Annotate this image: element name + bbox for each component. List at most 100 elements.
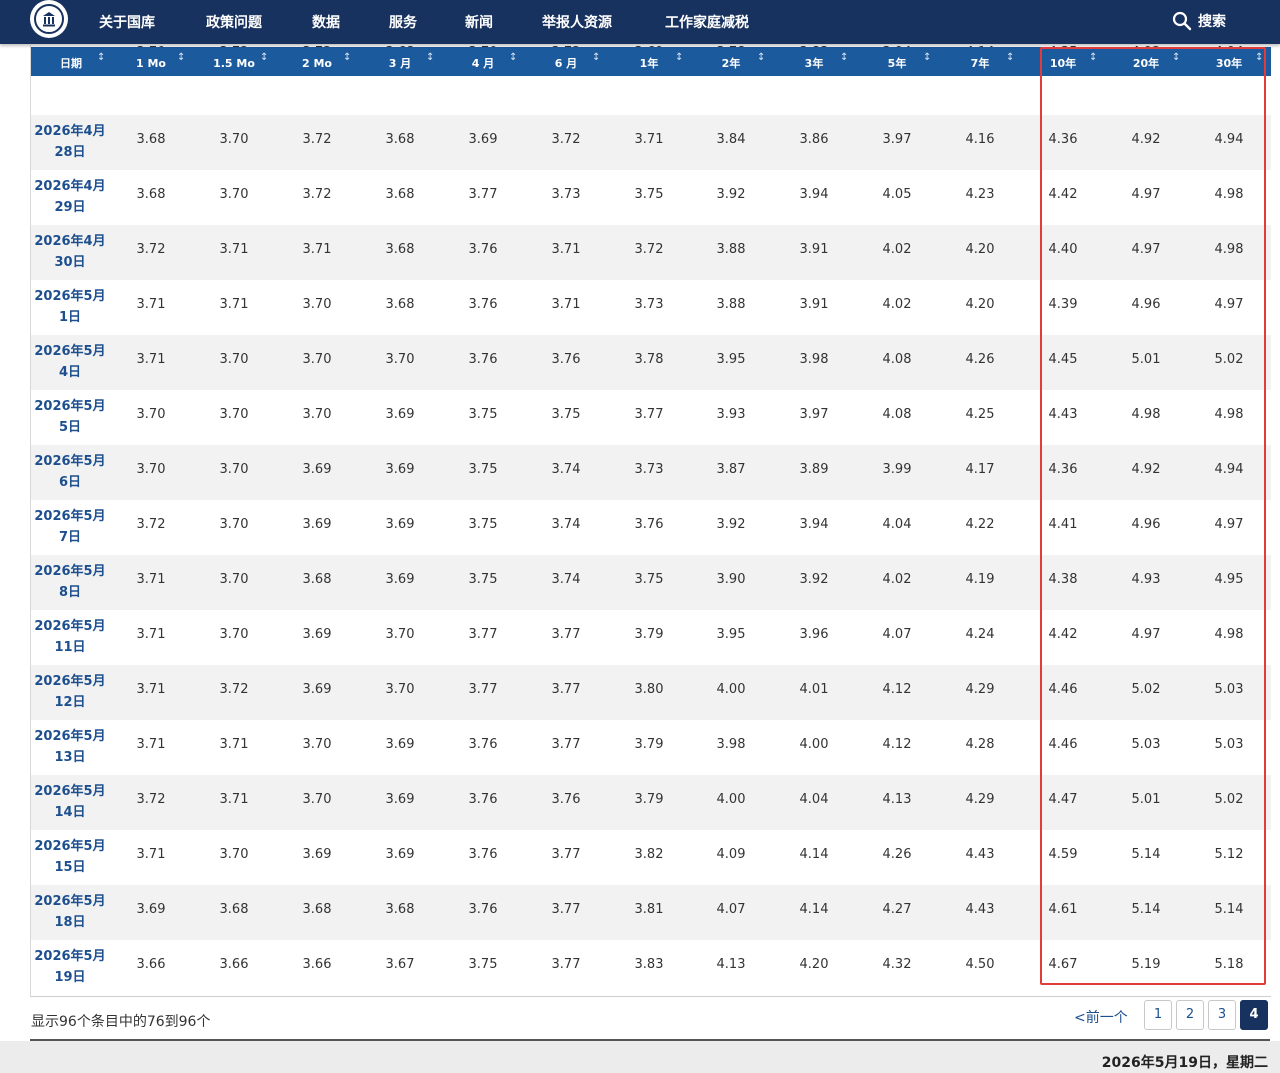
column-header-7yr[interactable]: 7年 xyxy=(970,57,990,70)
cell-30yr: 5.03 xyxy=(1214,682,1244,697)
sort-arrows-icon[interactable]: ↕ xyxy=(840,52,849,63)
entries-info: 显示96个条目中的76到96个 xyxy=(31,1014,211,1030)
cell-2yr: 3.84 xyxy=(716,132,746,147)
cell-2mo: 3.68 xyxy=(302,902,332,917)
row-date-link[interactable]: 2026年5月 4日 xyxy=(31,341,109,383)
row-date-link[interactable]: 2026年5月 1日 xyxy=(31,286,109,328)
nav-item-news[interactable]: 新闻 xyxy=(465,15,493,31)
column-header-1yr[interactable]: 1年 xyxy=(639,57,659,70)
cell-3mo: 3.70 xyxy=(385,682,415,697)
nav-item-data[interactable]: 数据 xyxy=(312,15,340,31)
sort-arrows-icon[interactable]: ↕ xyxy=(260,52,269,63)
cell-6mo: 3.74 xyxy=(551,517,581,532)
page-button-2[interactable]: 2 xyxy=(1176,1000,1204,1030)
nav-item-policy-issues[interactable]: 政策问题 xyxy=(206,15,262,31)
sort-arrows-icon[interactable]: ↕ xyxy=(1255,52,1264,63)
row-date-link[interactable]: 2026年5月 12日 xyxy=(31,671,109,713)
row-date-link[interactable]: 2026年5月 14日 xyxy=(31,781,109,823)
sort-arrows-icon[interactable]: ↕ xyxy=(1089,52,1098,63)
row-date-link[interactable]: 2026年5月 19日 xyxy=(31,946,109,988)
row-date-link[interactable]: 2026年5月 18日 xyxy=(31,891,109,933)
row-date-link[interactable]: 2026年5月 13日 xyxy=(31,726,109,768)
cell-1mo: 3.72 xyxy=(136,792,166,807)
page-button-1[interactable]: 1 xyxy=(1144,1000,1172,1030)
column-header-5yr[interactable]: 5年 xyxy=(887,57,907,70)
column-header-1mo[interactable]: 1 Mo xyxy=(136,57,166,70)
column-header-30yr[interactable]: 30年 xyxy=(1215,57,1243,70)
cell-7yr: 4.25 xyxy=(965,407,995,422)
row-date-link[interactable]: 2026年5月 15日 xyxy=(31,836,109,878)
cell-2mo: 3.70 xyxy=(302,792,332,807)
row-date-link[interactable]: 2026年5月 8日 xyxy=(31,561,109,603)
sort-arrows-icon[interactable]: ↕ xyxy=(592,52,601,63)
nav-item-services[interactable]: 服务 xyxy=(389,15,417,31)
cell-5yr: 4.26 xyxy=(882,847,912,862)
row-date-day: 28日 xyxy=(54,145,86,160)
cell-30yr: 4.98 xyxy=(1214,627,1244,642)
cell-5yr: 4.02 xyxy=(882,572,912,587)
cell-6mo: 3.75 xyxy=(551,407,581,422)
row-date-link[interactable]: 2026年4月 28日 xyxy=(31,121,109,163)
cell-5yr: 4.02 xyxy=(882,242,912,257)
column-header-2mo[interactable]: 2 Mo xyxy=(302,57,332,70)
cell-20yr: 5.14 xyxy=(1131,902,1161,917)
table-row: 2026年5月 5日 3.70 3.70 3.70 3.69 3.75 3.75 3.77 3.9… xyxy=(31,390,1271,445)
search-button[interactable]: 搜索 xyxy=(1172,10,1226,32)
row-date-link[interactable]: 2026年5月 11日 xyxy=(31,616,109,658)
sort-arrows-icon[interactable]: ↕ xyxy=(509,52,518,63)
row-date-link[interactable]: 2026年4月 30日 xyxy=(31,231,109,273)
sort-arrows-icon[interactable]: ↕ xyxy=(97,52,106,63)
cell-3mo: 3.69 xyxy=(385,517,415,532)
sort-arrows-icon[interactable]: ↕ xyxy=(1172,52,1181,63)
cell-1yr: 3.79 xyxy=(634,737,664,752)
cell-5yr: 4.32 xyxy=(882,957,912,972)
cell-3yr: 4.01 xyxy=(799,682,829,697)
cell-10yr: 4.38 xyxy=(1048,572,1078,587)
cell-2mo: 3.72 xyxy=(302,132,332,147)
row-date-month: 2026年5月 xyxy=(34,454,106,469)
nav-item-whistleblower[interactable]: 举报人资源 xyxy=(542,15,612,31)
sort-arrows-icon[interactable]: ↕ xyxy=(426,52,435,63)
cell-2mo: 3.69 xyxy=(302,627,332,642)
sort-arrows-icon[interactable]: ↕ xyxy=(923,52,932,63)
cell-10yr: 4.45 xyxy=(1048,352,1078,367)
seal-icon xyxy=(34,4,64,34)
cell-1mo: 3.69 xyxy=(136,902,166,917)
column-header-4mo[interactable]: 4 月 xyxy=(471,57,495,70)
treasury-seal-logo[interactable] xyxy=(30,0,68,38)
cell-1-5mo: 3.70 xyxy=(219,572,249,587)
sort-arrows-icon[interactable]: ↕ xyxy=(757,52,766,63)
column-header-3yr[interactable]: 3年 xyxy=(804,57,824,70)
sort-arrows-icon[interactable]: ↕ xyxy=(1006,52,1015,63)
cell-1yr: 3.76 xyxy=(634,517,664,532)
row-date-link[interactable]: 2026年5月 6日 xyxy=(31,451,109,493)
sort-arrows-icon[interactable]: ↕ xyxy=(343,52,352,63)
column-header-2yr[interactable]: 2年 xyxy=(721,57,741,70)
column-header-10yr[interactable]: 10年 xyxy=(1049,57,1077,70)
cell-6mo: 3.77 xyxy=(551,682,581,697)
column-header-date[interactable]: 日期 xyxy=(60,57,82,70)
column-header-6mo[interactable]: 6 月 xyxy=(554,57,578,70)
cell-4mo: 3.77 xyxy=(468,187,498,202)
row-date-link[interactable]: 2026年4月 29日 xyxy=(31,176,109,218)
page-button-3[interactable]: 3 xyxy=(1208,1000,1236,1030)
footer-divider xyxy=(30,1039,1270,1041)
row-date-link[interactable]: 2026年5月 5日 xyxy=(31,396,109,438)
column-header-1-5mo[interactable]: 1.5 Mo xyxy=(213,57,255,70)
row-date-link[interactable]: 2026年5月 7日 xyxy=(31,506,109,548)
cell-3yr: 4.14 xyxy=(799,902,829,917)
previous-page-link[interactable]: <前一个 xyxy=(1074,1010,1128,1026)
nav-item-tax-cut[interactable]: 工作家庭减税 xyxy=(665,15,749,31)
cell-10yr: 4.42 xyxy=(1048,187,1078,202)
sort-arrows-icon[interactable]: ↕ xyxy=(177,52,186,63)
cell-20yr: 4.97 xyxy=(1131,627,1161,642)
cell-7yr: 4.20 xyxy=(965,242,995,257)
nav-item-about[interactable]: 关于国库 xyxy=(99,15,155,31)
sort-arrows-icon[interactable]: ↕ xyxy=(675,52,684,63)
column-header-3mo[interactable]: 3 月 xyxy=(388,57,412,70)
cell-7yr: 4.19 xyxy=(965,572,995,587)
page-button-4-active[interactable]: 4 xyxy=(1240,1000,1268,1030)
column-header-20yr[interactable]: 20年 xyxy=(1132,57,1160,70)
cell-1mo: 3.72 xyxy=(136,517,166,532)
yield-rates-table: 日期 ↕ 1 Mo ↕ 1.5 Mo ↕ 2 Mo ↕ 3 月 ↕ 4 月 ↕ 6 月 ↕ 1年 ↕ 2年 ↕ 3年… xyxy=(30,45,1271,997)
